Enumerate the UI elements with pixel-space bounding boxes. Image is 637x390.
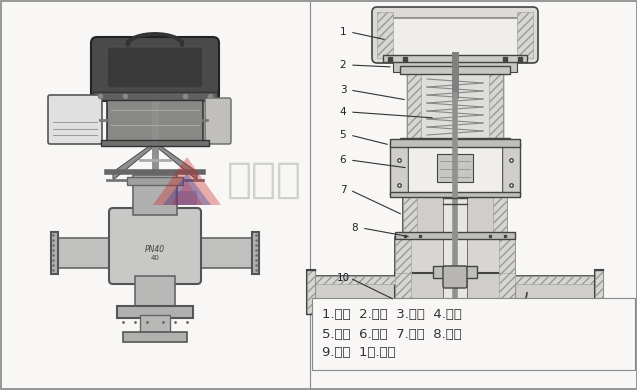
Polygon shape bbox=[153, 157, 221, 205]
Bar bbox=[408, 147, 502, 192]
Text: PN40: PN40 bbox=[145, 245, 165, 255]
Bar bbox=[393, 60, 517, 72]
Bar bbox=[443, 273, 467, 325]
Bar bbox=[499, 273, 515, 325]
Text: 9.阀座  1０.阀体: 9.阀座 1０.阀体 bbox=[322, 346, 396, 358]
Bar bbox=[403, 195, 507, 235]
Bar bbox=[135, 276, 175, 308]
Bar bbox=[400, 138, 510, 146]
Bar bbox=[403, 195, 417, 235]
Bar bbox=[433, 266, 477, 278]
Bar bbox=[395, 273, 515, 325]
Bar bbox=[123, 332, 187, 342]
Text: 3: 3 bbox=[340, 85, 347, 95]
Bar bbox=[512, 276, 600, 308]
Bar bbox=[437, 154, 473, 182]
FancyBboxPatch shape bbox=[109, 208, 201, 284]
Polygon shape bbox=[155, 142, 197, 180]
FancyBboxPatch shape bbox=[372, 7, 538, 63]
Text: 5.支架  6.阀杆  7.阀盖  8.阀芯: 5.支架 6.阀杆 7.阀盖 8.阀芯 bbox=[322, 328, 462, 340]
Text: 4: 4 bbox=[340, 107, 347, 117]
Bar bbox=[420, 324, 490, 350]
Bar bbox=[133, 175, 177, 215]
Text: 40: 40 bbox=[150, 255, 159, 261]
FancyBboxPatch shape bbox=[48, 95, 102, 144]
Bar bbox=[390, 139, 520, 147]
Bar bbox=[307, 270, 315, 314]
Bar bbox=[310, 276, 398, 284]
Bar bbox=[310, 276, 398, 308]
Text: 6: 6 bbox=[340, 155, 347, 165]
Polygon shape bbox=[163, 173, 211, 205]
Bar bbox=[517, 12, 533, 58]
Bar bbox=[390, 192, 520, 197]
Bar bbox=[51, 232, 58, 274]
Bar bbox=[2, 2, 310, 388]
Bar bbox=[117, 306, 193, 318]
Text: 杜伯崃: 杜伯崃 bbox=[227, 159, 302, 201]
Bar bbox=[595, 270, 603, 314]
FancyBboxPatch shape bbox=[91, 37, 219, 101]
Bar bbox=[395, 232, 515, 239]
Bar bbox=[395, 237, 515, 275]
Bar bbox=[413, 348, 497, 360]
Bar bbox=[312, 298, 635, 370]
Bar bbox=[383, 55, 527, 62]
Bar bbox=[140, 315, 170, 335]
Bar bbox=[101, 140, 209, 146]
Bar bbox=[55, 238, 117, 268]
Bar bbox=[413, 348, 497, 360]
Text: 5: 5 bbox=[340, 130, 347, 140]
FancyBboxPatch shape bbox=[443, 266, 467, 288]
Text: 1: 1 bbox=[340, 27, 347, 37]
Bar bbox=[307, 270, 315, 314]
Bar bbox=[311, 2, 636, 388]
Bar bbox=[407, 70, 421, 140]
Bar bbox=[310, 300, 398, 308]
Bar bbox=[395, 273, 411, 325]
Bar bbox=[93, 92, 217, 100]
Bar bbox=[107, 98, 203, 142]
Text: 1.膜盖  2.膜片  3.弹簧  4.推杆: 1.膜盖 2.膜片 3.弹簧 4.推杆 bbox=[322, 307, 462, 321]
Bar bbox=[595, 270, 603, 314]
Bar bbox=[493, 195, 507, 235]
Bar bbox=[407, 70, 503, 140]
Polygon shape bbox=[171, 181, 203, 205]
Bar bbox=[443, 195, 467, 235]
Bar bbox=[489, 70, 503, 140]
Polygon shape bbox=[113, 142, 155, 180]
FancyBboxPatch shape bbox=[205, 98, 231, 144]
Text: 10: 10 bbox=[336, 273, 350, 283]
Bar bbox=[512, 300, 600, 308]
Text: 2: 2 bbox=[340, 60, 347, 70]
Bar bbox=[390, 143, 408, 195]
Bar bbox=[252, 232, 259, 274]
Bar bbox=[175, 191, 197, 205]
Bar bbox=[377, 12, 393, 58]
FancyBboxPatch shape bbox=[107, 47, 203, 88]
Bar bbox=[400, 66, 510, 74]
Text: 7: 7 bbox=[340, 185, 347, 195]
Bar bbox=[499, 237, 515, 275]
Bar bbox=[420, 324, 490, 332]
FancyBboxPatch shape bbox=[390, 18, 520, 56]
Bar bbox=[193, 238, 255, 268]
Bar bbox=[443, 237, 467, 275]
Bar bbox=[395, 237, 411, 275]
Bar bbox=[502, 143, 520, 195]
Bar bbox=[512, 276, 600, 284]
Bar bbox=[420, 342, 490, 350]
Text: 8: 8 bbox=[352, 223, 358, 233]
Bar bbox=[127, 177, 183, 185]
